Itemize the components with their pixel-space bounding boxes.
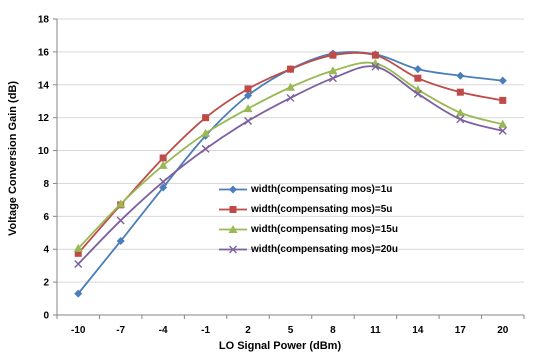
data-point [243, 104, 253, 113]
data-point [456, 88, 464, 96]
y-tick-label: 12 [38, 113, 50, 124]
data-point [159, 177, 168, 186]
data-point [116, 237, 125, 245]
data-point [498, 119, 508, 128]
series-width-compensating-mos-20u [74, 62, 507, 269]
data-point [371, 51, 379, 59]
data-point [73, 243, 83, 252]
data-point [244, 116, 253, 125]
x-tick-label: -4 [159, 325, 168, 336]
y-tick-label: 18 [38, 15, 50, 26]
data-point [244, 85, 252, 93]
x-tick-label: 14 [412, 325, 424, 336]
x-tick-label: 17 [455, 325, 467, 336]
x-tick-label: -10 [71, 325, 86, 336]
data-point [158, 160, 168, 169]
data-point [116, 216, 125, 225]
gridlines [57, 18, 524, 283]
data-point [286, 82, 295, 91]
y-tick-label: 0 [43, 311, 49, 322]
data-point [202, 114, 210, 122]
x-tick-label: 11 [370, 325, 381, 336]
data-point [74, 289, 83, 298]
data-point [371, 62, 380, 71]
data-point [498, 126, 507, 135]
data-point [74, 260, 83, 269]
legend-swatch-5u [219, 206, 247, 213]
y-tick-label: 10 [38, 146, 50, 157]
data-point [244, 91, 253, 100]
data-point [455, 108, 465, 117]
x-axis-title: LO Signal Power (dBm) [218, 340, 342, 352]
data-point [287, 65, 294, 73]
legend-swatch-marker [229, 206, 237, 213]
data-point [286, 93, 295, 102]
legend-swatch-15u [219, 225, 247, 233]
x-tick-label: 2 [245, 325, 251, 336]
data-point [499, 96, 507, 104]
data-point [201, 144, 210, 153]
x-tick-label: 20 [497, 325, 509, 336]
series-layer [73, 49, 508, 298]
data-point [456, 115, 465, 124]
y-axis-title: Voltage Conversion Gain (dB) [7, 80, 19, 236]
legend-label-15u: width(compensating mos)=15u [251, 224, 398, 235]
data-point [413, 65, 422, 74]
legend-label-5u: width(compensating mos)=5u [251, 204, 393, 215]
y-tick-label: 4 [43, 245, 49, 256]
data-point [159, 183, 168, 192]
legend-swatch-20u [219, 245, 247, 254]
y-tick-label: 8 [43, 179, 49, 190]
legend-swatch-marker [228, 225, 238, 233]
data-point [74, 249, 82, 257]
data-point [413, 89, 422, 98]
x-tick-label: -7 [116, 325, 125, 336]
data-point [498, 76, 507, 85]
legend-swatch-marker [229, 185, 237, 194]
axes [53, 18, 525, 319]
legend-label-1u: width(compensating mos)=1u [251, 184, 393, 195]
data-point [328, 74, 337, 83]
data-point [201, 128, 211, 137]
y-tick-label: 16 [38, 47, 50, 58]
data-point [456, 71, 465, 80]
data-point [329, 51, 337, 59]
x-tick-label: 5 [288, 325, 294, 336]
legend-label-20u: width(compensating mos)=20u [251, 244, 398, 255]
series-width-compensating-mos-15u [73, 58, 508, 252]
data-point [116, 199, 126, 208]
data-point [414, 74, 422, 82]
y-tick-label: 2 [43, 278, 49, 289]
legend-swatch-marker [229, 245, 237, 254]
y-tick-label: 14 [38, 80, 50, 91]
tick-labels: 0 2 4 6 8 10 12 14 16 18 -10 -7 -4 -1 2 5 8 11 14 17 20 [38, 15, 509, 337]
legend-swatch-1u [219, 185, 247, 194]
x-tick-label: 8 [330, 325, 336, 336]
data-point [159, 154, 167, 162]
y-tick-label: 6 [43, 212, 49, 223]
data-point [328, 66, 338, 75]
x-tick-label: -1 [201, 325, 210, 336]
